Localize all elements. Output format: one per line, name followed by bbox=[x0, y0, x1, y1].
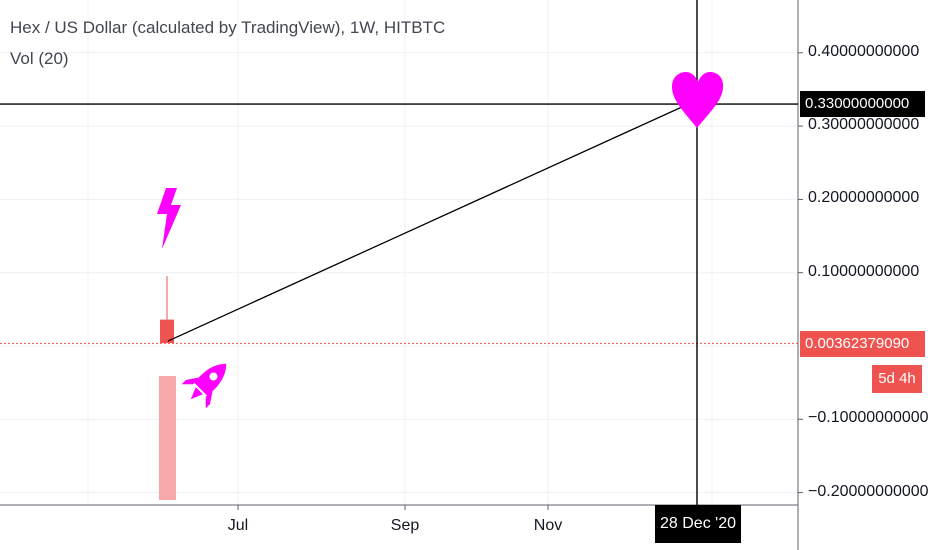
y-tick-label: −0.10000000000 bbox=[808, 409, 929, 427]
rocket-fin-right bbox=[205, 389, 213, 409]
y-tick-label: 0.40000000000 bbox=[808, 42, 920, 60]
rocket-window bbox=[209, 372, 218, 381]
chart-title: Hex / US Dollar (calculated by TradingVi… bbox=[10, 18, 446, 37]
rocket-icon bbox=[181, 363, 227, 409]
y-tick-label: 0.10000000000 bbox=[808, 262, 920, 280]
arrow-line bbox=[167, 99, 698, 342]
chart-marks bbox=[0, 0, 798, 505]
candle-body bbox=[160, 319, 174, 344]
x-tick-label: Nov bbox=[533, 517, 563, 534]
y-tick-label: 0.20000000000 bbox=[808, 189, 920, 207]
last-price-label: 0.00362379090 bbox=[800, 331, 925, 357]
volume-bar bbox=[159, 376, 176, 500]
y-tick-label: 0.30000000000 bbox=[808, 116, 920, 134]
y-tick-label: −0.20000000000 bbox=[808, 482, 929, 500]
crosshair-price-label: 0.33000000000 bbox=[800, 91, 925, 117]
bar-countdown-label: 5d 4h bbox=[872, 365, 922, 393]
rocket-fin-left bbox=[181, 377, 201, 385]
rocket-flame bbox=[190, 387, 203, 400]
volume-legend: Vol (20) bbox=[10, 49, 69, 68]
crosshair-date-label: 28 Dec '20 bbox=[655, 505, 741, 543]
x-tick-label: Sep bbox=[390, 517, 420, 534]
rocket-body bbox=[194, 363, 227, 396]
heart-icon bbox=[672, 72, 724, 128]
x-tick-label: Jul bbox=[227, 517, 249, 534]
lightning-icon bbox=[157, 188, 181, 249]
